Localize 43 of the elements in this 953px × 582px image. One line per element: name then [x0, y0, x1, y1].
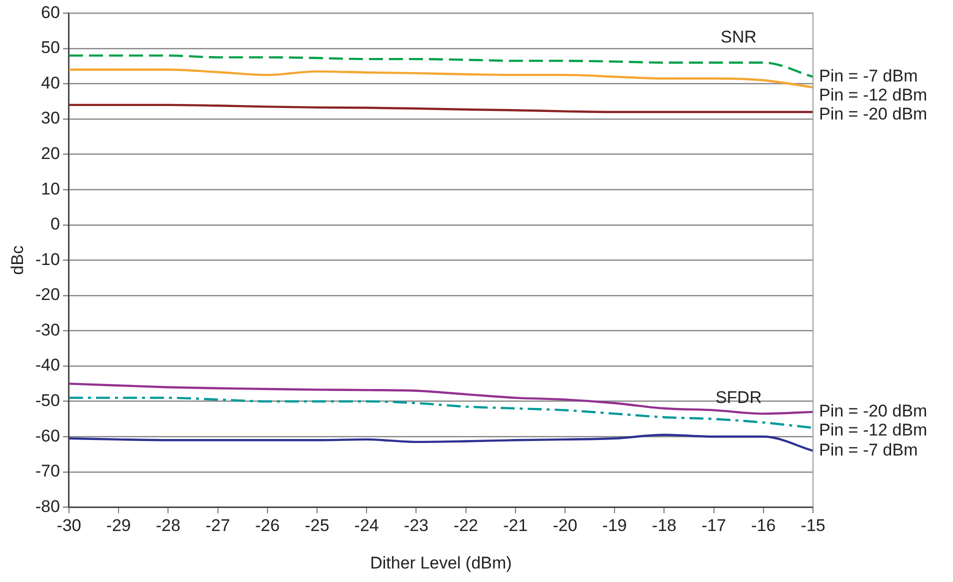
y-tick-label: -40	[35, 356, 60, 375]
y-tick-label: -50	[35, 391, 60, 410]
x-tick-label: -27	[205, 516, 230, 536]
x-tick-label: -20	[552, 516, 578, 536]
x-tick-label: -29	[106, 516, 131, 536]
y-tick-label: 50	[41, 38, 60, 58]
line-series	[68, 54, 813, 78]
series-label: Pin = -12 dBm	[819, 420, 928, 440]
y-tick-label: 20	[41, 144, 60, 164]
y-tick-label: 40	[41, 73, 60, 92]
x-tick-label: -28	[156, 516, 180, 536]
series-label: Pin = -20 dBm	[819, 402, 928, 421]
annotation: SFDR	[715, 388, 762, 408]
x-tick-label: -15	[800, 516, 826, 536]
x-tick-label: -26	[255, 516, 280, 536]
x-tick-label: -17	[702, 516, 726, 536]
x-tick-label: -24	[354, 516, 379, 536]
x-tick-label: -23	[404, 516, 428, 536]
x-tick-label: -16	[751, 516, 776, 536]
y-tick-label: 0	[50, 214, 60, 234]
series-label: Pin = -12 dBm	[819, 85, 928, 104]
y-tick-label: -80	[35, 496, 60, 516]
line-series	[68, 104, 813, 114]
x-axis-title: Dither Level (dBm)	[370, 553, 512, 572]
y-tick-label: 10	[41, 179, 60, 198]
y-tick-label: -20	[35, 285, 60, 304]
y-tick-label: -10	[35, 250, 60, 269]
annotation: SNR	[720, 28, 757, 47]
y-tick-label: -30	[35, 320, 60, 340]
x-tick-label: -30	[56, 516, 82, 536]
y-tick-label: 30	[41, 108, 60, 128]
y-tick-label: -60	[35, 426, 60, 446]
series-label: Pin = -7 dBm	[819, 66, 918, 86]
x-tick-label: -22	[453, 516, 478, 536]
x-tick-label: -18	[652, 516, 676, 536]
x-tick-label: -21	[503, 516, 528, 536]
y-axis-title: dBc	[8, 245, 27, 275]
series-label: Pin = -7 dBm	[819, 440, 918, 460]
y-tick-label: 60	[41, 2, 60, 22]
series-label: Pin = -20 dBm	[819, 104, 928, 124]
y-tick-label: -70	[35, 462, 60, 481]
x-tick-label: -19	[602, 516, 627, 536]
x-tick-label: -25	[304, 516, 330, 536]
